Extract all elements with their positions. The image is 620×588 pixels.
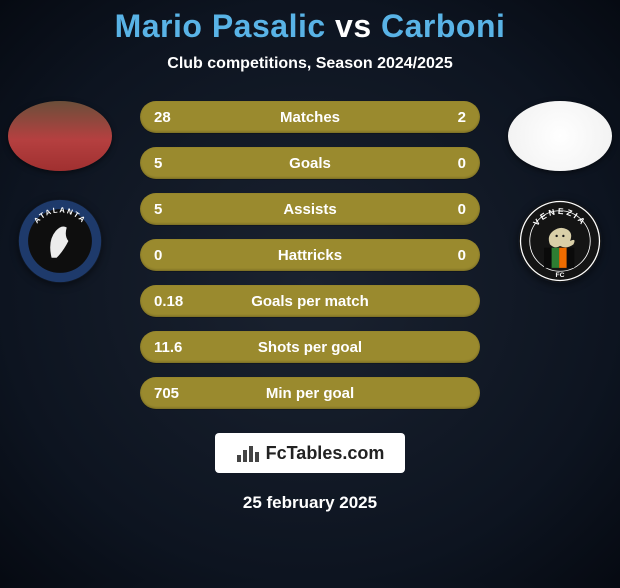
brand-badge: FcTables.com (215, 433, 405, 473)
brand-text: FcTables.com (266, 443, 385, 464)
stat-label: Hattricks (208, 247, 412, 264)
stat-row: 11.6Shots per goal (140, 331, 480, 363)
stat-row: 5Assists0 (140, 193, 480, 225)
stat-value-left: 11.6 (154, 339, 208, 356)
player2-photo (508, 101, 612, 171)
venezia-logo: VENEZIA FC (518, 199, 602, 283)
subtitle: Club competitions, Season 2024/2025 (0, 55, 620, 73)
venezia-logo-svg: VENEZIA FC (518, 199, 602, 283)
player1-photo (8, 101, 112, 171)
stat-row: 0Hattricks0 (140, 239, 480, 271)
atalanta-logo: ATALANTA (18, 199, 102, 283)
left-column: ATALANTA (8, 101, 112, 283)
content-area: ATALANTA VENEZIA (0, 101, 620, 409)
stat-label: Shots per goal (208, 339, 412, 356)
stat-row: 0.18Goals per match (140, 285, 480, 317)
stat-label: Min per goal (208, 385, 412, 402)
stat-value-right: 0 (412, 201, 466, 218)
stat-row: 5Goals0 (140, 147, 480, 179)
stat-value-left: 0 (154, 247, 208, 264)
stat-value-left: 28 (154, 109, 208, 126)
stat-label: Matches (208, 109, 412, 126)
footer-date: 25 february 2025 (0, 493, 620, 513)
stat-value-left: 705 (154, 385, 208, 402)
stat-value-left: 0.18 (154, 293, 208, 310)
stat-value-left: 5 (154, 201, 208, 218)
atalanta-logo-svg: ATALANTA (18, 199, 102, 283)
stat-label: Assists (208, 201, 412, 218)
stat-row: 28Matches2 (140, 101, 480, 133)
stat-value-right: 0 (412, 155, 466, 172)
page-title: Mario Pasalic vs Carboni (0, 8, 620, 45)
right-column: VENEZIA FC (508, 101, 612, 283)
venezia-fc-text: FC (556, 272, 565, 279)
title-vs: vs (335, 8, 372, 44)
title-player2: Carboni (381, 8, 505, 44)
stat-label: Goals per match (208, 293, 412, 310)
stat-label: Goals (208, 155, 412, 172)
title-player1: Mario Pasalic (115, 8, 326, 44)
brand-bars-icon (236, 443, 260, 463)
stat-value-right: 0 (412, 247, 466, 264)
stat-value-left: 5 (154, 155, 208, 172)
stat-row: 705Min per goal (140, 377, 480, 409)
stats-bars: 28Matches25Goals05Assists00Hattricks00.1… (140, 101, 480, 409)
stat-value-right: 2 (412, 109, 466, 126)
